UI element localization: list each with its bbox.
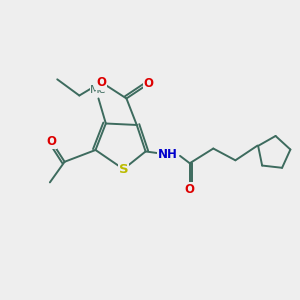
Text: O: O bbox=[46, 135, 56, 148]
Text: S: S bbox=[119, 163, 128, 176]
Text: Me: Me bbox=[90, 85, 107, 95]
Text: O: O bbox=[185, 183, 195, 196]
Text: NH: NH bbox=[158, 148, 178, 161]
Text: O: O bbox=[96, 76, 106, 89]
Text: O: O bbox=[143, 77, 154, 90]
